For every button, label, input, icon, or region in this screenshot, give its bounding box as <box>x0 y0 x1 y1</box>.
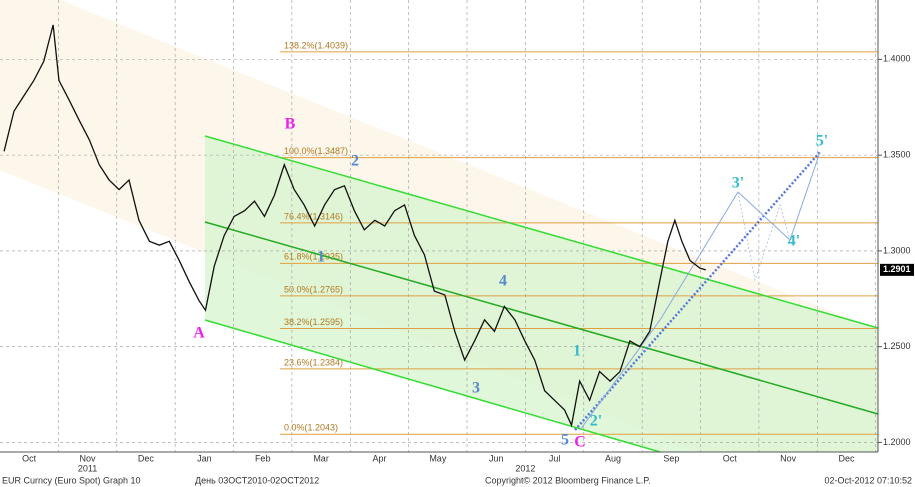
wave-label: 3' <box>732 175 744 192</box>
x-tick-label: Oct <box>723 453 738 463</box>
channel-upper <box>204 135 879 329</box>
x-tick-label: May <box>429 453 447 463</box>
x-tick-label: Sep <box>663 453 679 463</box>
y-tick-label: 1.2500 <box>883 341 911 351</box>
fib-label: 23.6%(1.2384) <box>284 357 343 367</box>
x-tick-label: Dec <box>838 453 855 463</box>
timestamp: 02-Oct-2012 07:10:52 <box>824 475 912 485</box>
x-tick-label: Jul <box>549 453 561 463</box>
wave-label: 1 <box>317 249 325 266</box>
year-label: 2012 <box>515 463 535 473</box>
x-tick-label: Oct <box>22 453 37 463</box>
wave-label: 5 <box>561 432 569 449</box>
wave-label: 3 <box>472 380 480 397</box>
wave-label: C <box>574 434 586 451</box>
wave-label: B <box>285 116 296 133</box>
chart-subtitle: День 03OCT2010-02OCT2012 <box>195 475 319 485</box>
x-tick-label: Feb <box>255 453 271 463</box>
wave-label: 2 <box>351 153 359 170</box>
fib-label: 0.0%(1.2043) <box>284 423 338 433</box>
plot <box>3 24 706 428</box>
y-tick-label: 1.2000 <box>883 437 911 447</box>
x-tick-label: Aug <box>605 453 621 463</box>
fib-label: 100.0%(1.3487) <box>284 146 348 156</box>
channel-lower <box>204 319 661 453</box>
wave-label: 4' <box>788 233 800 250</box>
wave-label: 4 <box>499 273 507 290</box>
y-tick-label: 1.3500 <box>883 150 911 160</box>
wave-label: A <box>193 325 205 342</box>
last-price-label: 1.2901 <box>883 264 911 274</box>
grid <box>0 0 878 452</box>
y-tick-label: 1.4000 <box>883 54 911 64</box>
fib-label: 50.0%(1.2765) <box>284 284 343 294</box>
projection-alt <box>737 191 791 282</box>
x-tick-label: Nov <box>80 453 97 463</box>
wave-label: 5' <box>816 133 828 150</box>
last-price-box <box>880 263 914 276</box>
fib-label: 138.2%(1.4039) <box>284 40 348 50</box>
x-tick-label: Jun <box>489 453 504 463</box>
x-tick-label: Mar <box>313 453 329 463</box>
chart-title: EUR Curncy (Euro Spot) Graph 10 <box>2 475 141 485</box>
fib-label: 61.8%(1.2935) <box>284 252 343 262</box>
fib-label: 38.2%(1.2595) <box>284 317 343 327</box>
channel-fill <box>205 136 878 452</box>
price-line <box>3 24 706 428</box>
wave-label: 1 <box>573 343 581 360</box>
year-label: 2011 <box>78 463 97 473</box>
wave-label: 2' <box>590 413 602 430</box>
x-tick-label: Dec <box>138 453 155 463</box>
projection-dotted <box>574 151 821 431</box>
source: Copyright© 2012 Bloomberg Finance L.P. <box>485 475 651 485</box>
x-tick-label: Apr <box>372 453 386 463</box>
fib-label: 76.4%(1.3146) <box>284 211 343 221</box>
x-tick-label: Jan <box>197 453 212 463</box>
y-tick-label: 1.3000 <box>883 245 911 255</box>
x-tick-label: Nov <box>780 453 797 463</box>
channel-middle <box>204 221 879 415</box>
